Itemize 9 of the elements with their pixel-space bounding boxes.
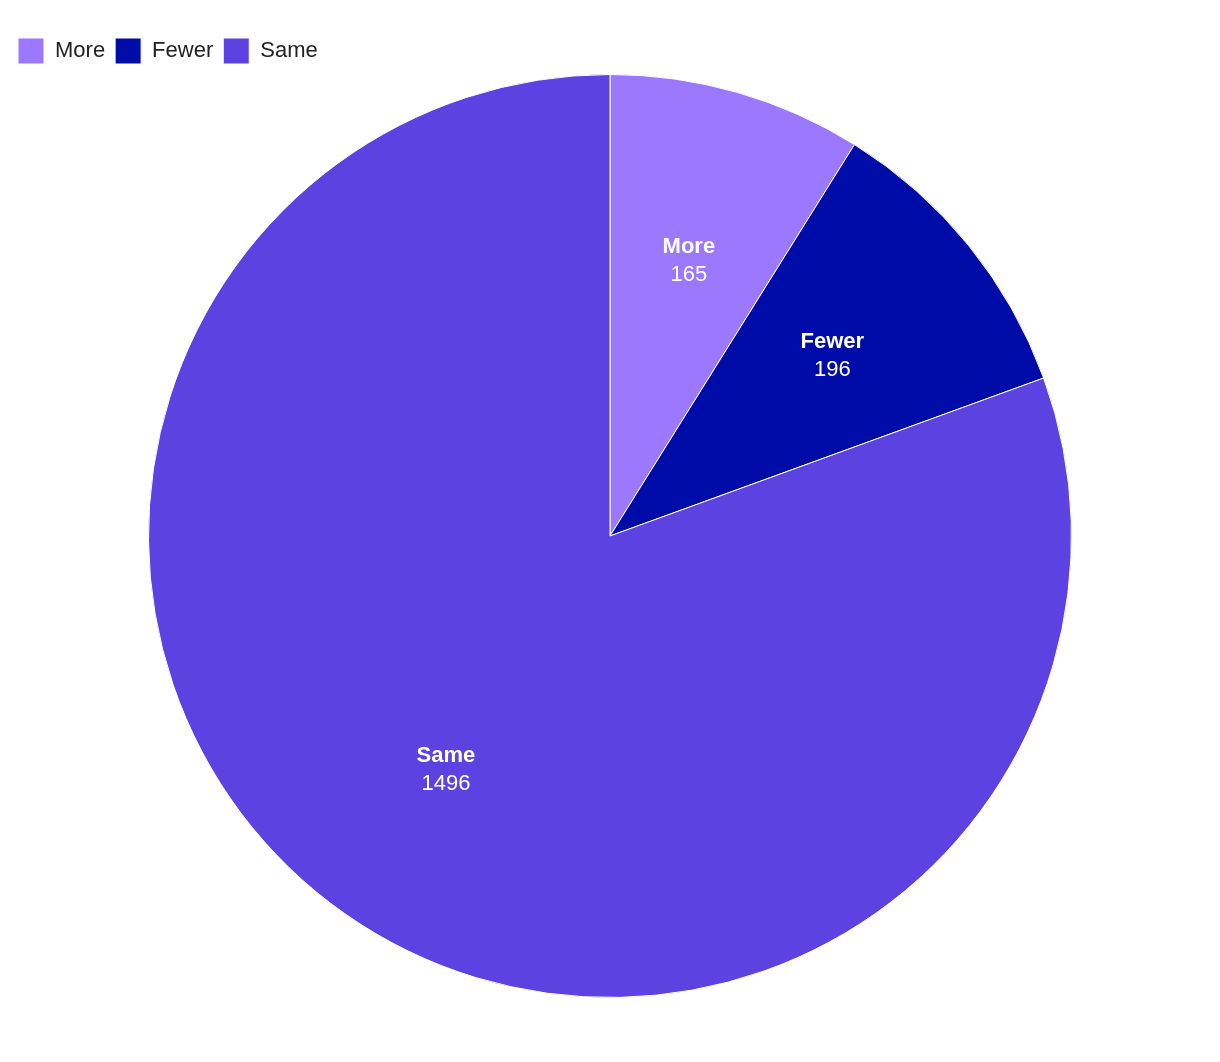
slice-label: More (662, 233, 716, 259)
legend-label: Fewer (152, 37, 214, 63)
slice-label: Fewer (800, 327, 865, 353)
data-label: 165 (670, 261, 708, 287)
legend-label: Same (260, 37, 318, 63)
data-label: 196 (813, 355, 851, 381)
data-label: 1496 (421, 770, 471, 796)
legend-label: More (55, 37, 106, 63)
slice-label: Same (416, 742, 476, 768)
